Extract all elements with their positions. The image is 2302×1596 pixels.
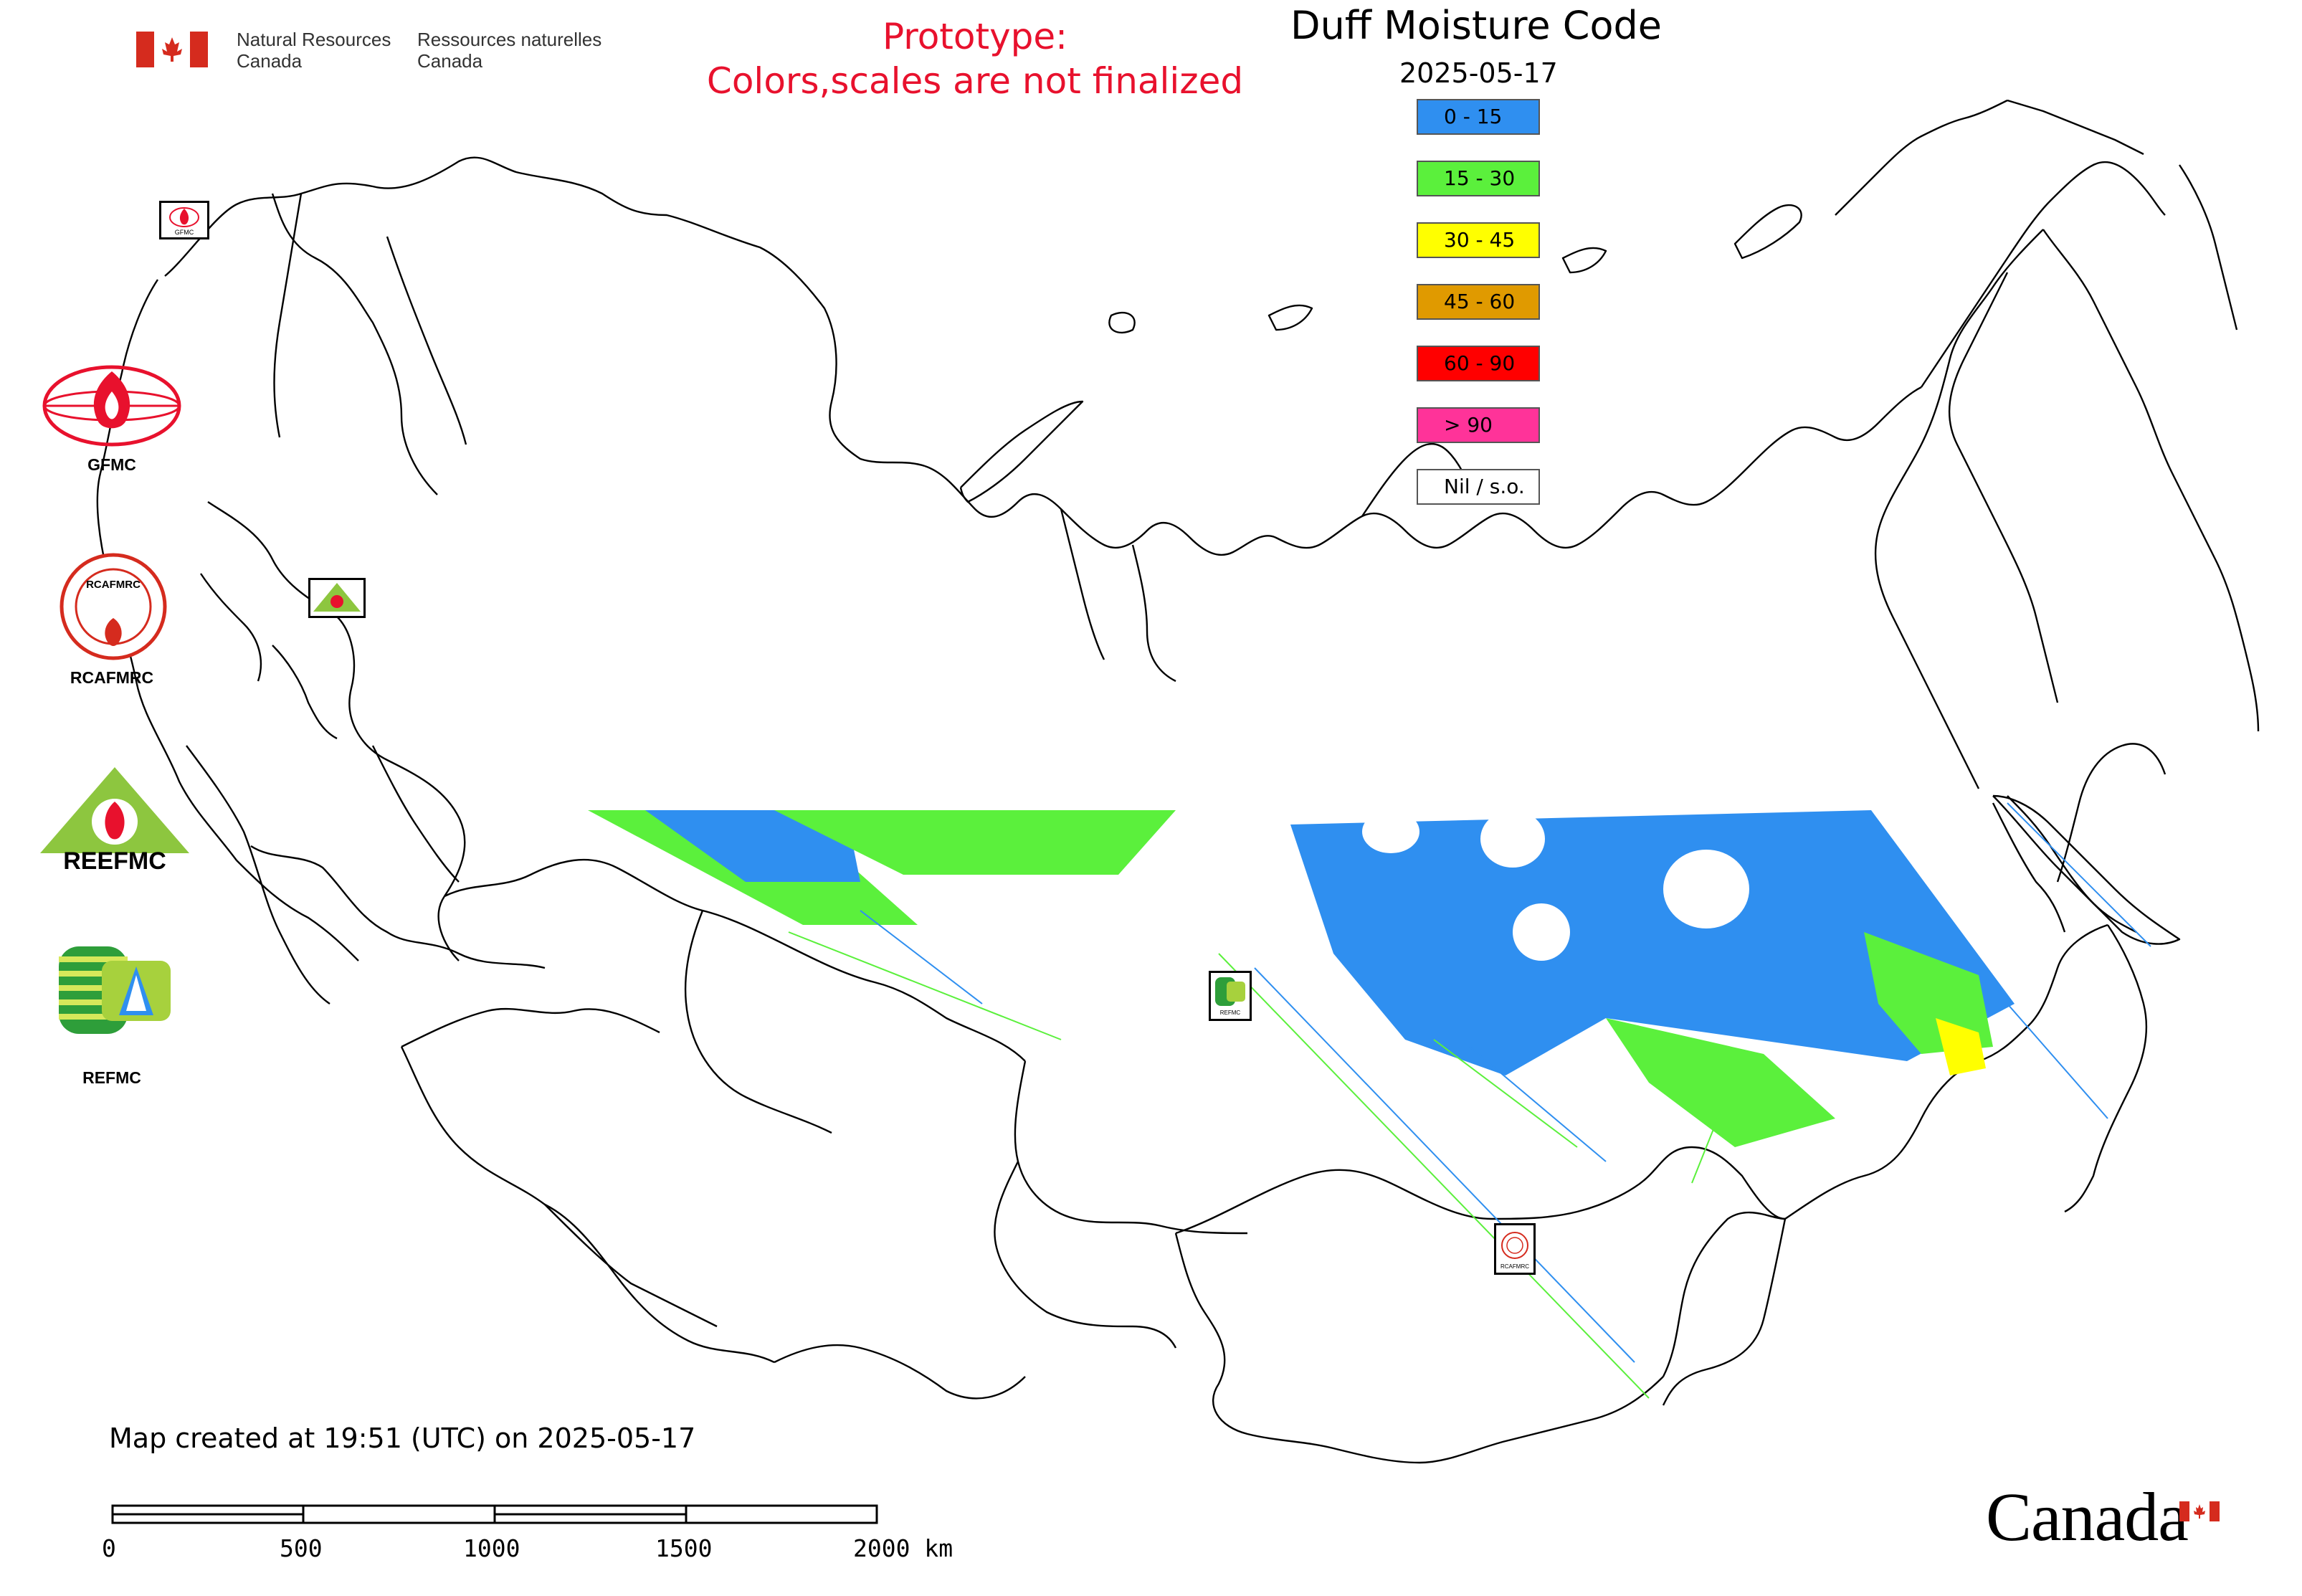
refmc-marker-text: REFMC <box>1220 1010 1241 1016</box>
scale-label-500: 500 <box>280 1534 323 1562</box>
legend-item-over-90: > 90 <box>1417 407 1540 443</box>
nrc-en-line2: Canada <box>237 50 303 72</box>
legend-item-15-30: 15 - 30 <box>1417 161 1540 196</box>
country-outlines <box>96 99 2260 1464</box>
canada-wordmark-flag-icon <box>2179 1501 2220 1521</box>
gfmc-map-marker: GFMC <box>159 201 209 239</box>
nrc-english-name: Natural Resources Canada <box>237 29 391 72</box>
dmc-zone-green-east <box>1606 1018 1835 1147</box>
dmc-zone-blue-west <box>645 810 860 882</box>
legend-item-45-60: 45 - 60 <box>1417 284 1540 320</box>
dmc-gap-4 <box>1362 810 1419 853</box>
legend-item-0-15: 0 - 15 <box>1417 99 1540 135</box>
rcafmrc-marker-text: RCAFMRC <box>1500 1263 1529 1270</box>
gfmc-marker-text: GFMC <box>175 229 194 236</box>
refmc-label: REFMC <box>82 1068 141 1087</box>
map-created-note: Map created at 19:51 (UTC) on 2025-05-17 <box>109 1422 696 1454</box>
legend-item-nil: Nil / s.o. <box>1417 469 1540 505</box>
nrc-fr-line2: Canada <box>417 50 483 72</box>
dmc-zone-yellow-far-east <box>1936 1018 1986 1075</box>
dmc-data-layer <box>588 802 2151 1399</box>
dmc-zone-green-far-east <box>1864 932 1993 1054</box>
prototype-line1: Prototype: <box>882 16 1068 57</box>
scale-bar <box>111 1504 880 1526</box>
canada-flag-icon <box>136 32 208 67</box>
prototype-notice: Prototype: Colors,scales are not finaliz… <box>674 14 1276 103</box>
scale-label-2000: 2000 km <box>853 1534 953 1562</box>
canada-wordmark: Canada <box>1986 1478 2189 1555</box>
dmc-zone-green-center <box>774 810 1176 875</box>
scale-label-0: 0 <box>102 1534 116 1562</box>
scale-label-1500: 1500 <box>655 1534 713 1562</box>
nrc-french-name: Ressources naturelles Canada <box>417 29 601 72</box>
rcafmrc-logo: RCAFMRC <box>59 552 168 661</box>
prototype-line2: Colors,scales are not finalized <box>706 60 1244 102</box>
nrc-fr-line1: Ressources naturelles <box>417 29 602 50</box>
nrc-en-line1: Natural Resources <box>237 29 391 50</box>
dmc-streak-lines <box>788 802 2151 1399</box>
dmc-gap-2 <box>1663 850 1749 928</box>
reefmc-logo-text: REEFMC <box>63 847 166 872</box>
reefmc-map-marker <box>308 578 366 618</box>
dmc-gap-3 <box>1513 903 1570 961</box>
gfmc-label: GFMC <box>87 455 136 474</box>
legend-item-60-90: 60 - 90 <box>1417 346 1540 381</box>
map-date: 2025-05-17 <box>1399 57 1558 89</box>
reefmc-logo: REEFMC <box>37 764 192 875</box>
map-title: Duff Moisture Code <box>1290 3 1662 48</box>
legend-item-30-45: 30 - 45 <box>1417 222 1540 258</box>
dmc-zone-blue-east <box>1290 810 2015 1075</box>
gfmc-logo <box>42 363 182 449</box>
rcafmrc-map-marker: RCAFMRC <box>1494 1223 1536 1275</box>
rcafmrc-logo-text: RCAFMRC <box>86 579 141 591</box>
refmc-map-marker: REFMC <box>1209 971 1252 1021</box>
refmc-logo <box>59 946 171 1034</box>
rcafmrc-label: RCAFMRC <box>70 668 154 687</box>
dmc-gap-1 <box>1480 810 1545 868</box>
scale-label-1000: 1000 <box>463 1534 520 1562</box>
